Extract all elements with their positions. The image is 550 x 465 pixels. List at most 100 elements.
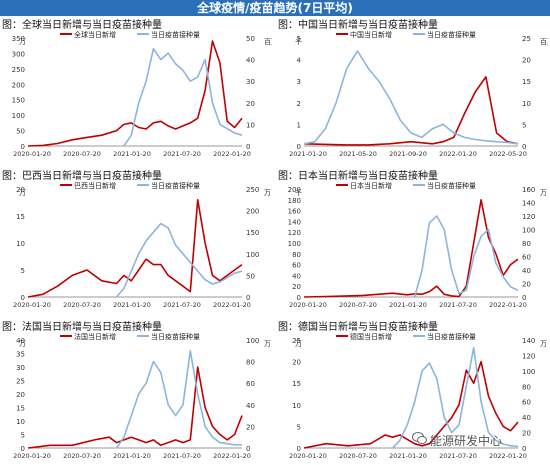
right-tick-label: 0 <box>522 445 526 453</box>
left-tick-label: 250 <box>12 66 25 74</box>
series-line-cases <box>303 199 519 298</box>
series-line-cases <box>27 366 243 449</box>
left-tick-label: 1 <box>297 121 301 129</box>
right-tick-label: 20 <box>522 281 531 289</box>
chart-plot: 0 1 2 3 4 5 0 5 10 15 20 25 千 百万 2021-01-20 2021-05-20 2… <box>289 30 548 158</box>
left-tick-label: 10 <box>292 402 301 410</box>
left-tick-label: 10 <box>16 240 25 248</box>
chart-title: 图：法国当日新增与当日疫苗接种量 <box>2 322 162 333</box>
left-tick-label: 5 <box>21 267 25 275</box>
right-tick-label: 80 <box>522 240 531 248</box>
right-tick-label: 50 <box>246 35 255 43</box>
left-tick-label: 5 <box>21 432 25 440</box>
left-tick-label: 0 <box>21 294 25 302</box>
left-tick-label: 0 <box>297 143 301 151</box>
legend-label-vaccine: 当日疫苗接种量 <box>427 181 476 190</box>
right-tick-label: 60 <box>522 399 531 407</box>
right-unit-label: 万 <box>264 340 271 348</box>
right-tick-label: 60 <box>522 254 531 262</box>
left-tick-label: 4 <box>297 57 302 65</box>
left-tick-label: 0 <box>297 294 301 302</box>
left-tick-label: 180 <box>288 197 301 205</box>
left-tick-label: 80 <box>292 251 301 259</box>
left-tick-label: 5 <box>297 423 301 431</box>
left-unit-label: 万 <box>19 340 26 348</box>
right-unit-label: 万 <box>540 189 547 197</box>
x-tick-label: 2021-01-20 <box>289 150 327 158</box>
watermark-text: 能源研发中心 <box>430 434 503 448</box>
legend-label-cases: 日本当日新增 <box>350 181 392 190</box>
left-tick-label: 35 <box>16 351 25 359</box>
legend-label-vaccine: 当日疫苗接种量 <box>427 30 476 39</box>
series-line-cases <box>303 360 519 449</box>
left-tick-label: 0 <box>21 445 25 453</box>
left-tick-label: 350 <box>12 35 25 43</box>
chart-title: 图：中国当日新增与当日疫苗接种量 <box>278 20 438 31</box>
left-unit-label: 万 <box>19 38 26 46</box>
right-tick-label: 40 <box>246 57 255 65</box>
left-tick-label: 0 <box>21 143 25 151</box>
legend-label-cases: 巴西当日新增 <box>74 181 116 190</box>
chart-title: 图：德国当日新增与当日疫苗接种量 <box>278 322 438 333</box>
right-tick-label: 5 <box>522 121 526 129</box>
right-tick-label: 100 <box>522 227 535 235</box>
series-line-cases <box>303 76 519 146</box>
x-tick-label: 2022-01-20 <box>439 150 477 158</box>
chart-plot: 0 5 10 15 20 25 0 20 40 60 80 100 120 140 万 万 2020-01-20… <box>289 332 547 460</box>
right-unit-label: 百万 <box>540 38 548 46</box>
left-tick-label: 100 <box>12 112 25 120</box>
legend-label-cases: 全球当日新增 <box>74 30 116 39</box>
series-line-vaccine <box>392 346 519 449</box>
left-tick-label: 15 <box>16 213 25 221</box>
x-tick-label: 2020-07-20 <box>339 301 377 309</box>
chart-title: 图：日本当日新增与当日疫苗接种量 <box>278 171 438 182</box>
left-tick-label: 140 <box>288 218 301 226</box>
right-tick-label: 200 <box>246 208 259 216</box>
left-tick-label: 30 <box>16 364 25 372</box>
chart-plot: 0 50 100 150 200 250 300 350 0 10 20 30 40 50 万 百万 2020-… <box>12 30 272 158</box>
right-tick-label: 80 <box>246 359 255 367</box>
x-tick-label: 2020-07-20 <box>63 452 101 460</box>
right-tick-label: 80 <box>522 383 531 391</box>
right-tick-label: 0 <box>246 445 250 453</box>
right-unit-label: 万 <box>540 340 547 348</box>
left-tick-label: 20 <box>16 391 25 399</box>
left-tick-label: 20 <box>292 359 301 367</box>
x-tick-label: 2022-05-20 <box>489 150 527 158</box>
series-line-vaccine <box>115 222 243 298</box>
right-tick-label: 160 <box>522 186 535 194</box>
x-tick-label: 2021-07-20 <box>163 150 201 158</box>
x-tick-label: 2021-05-20 <box>339 150 377 158</box>
x-tick-label: 2020-01-20 <box>289 301 327 309</box>
left-tick-label: 20 <box>292 283 301 291</box>
x-tick-label: 2020-01-20 <box>13 452 51 460</box>
legend-label-vaccine: 当日疫苗接种量 <box>151 30 200 39</box>
right-tick-label: 20 <box>522 57 531 65</box>
right-tick-label: 20 <box>246 423 255 431</box>
x-tick-label: 2021-09-20 <box>389 150 427 158</box>
left-tick-label: 150 <box>12 97 25 105</box>
banner-title: 全球疫情/疫苗趋势(7日平均) <box>0 0 550 16</box>
left-tick-label: 20 <box>16 186 25 194</box>
panel-france: 图：法国当日新增与当日疫苗接种量 0 5 10 15 20 25 30 35 40 0 20 40 60… <box>2 318 272 464</box>
legend-label-vaccine: 当日疫苗接种量 <box>151 181 200 190</box>
right-tick-label: 40 <box>522 414 531 422</box>
x-tick-label: 2021-07-20 <box>163 301 201 309</box>
left-tick-label: 200 <box>12 81 25 89</box>
left-tick-label: 160 <box>288 208 301 216</box>
right-tick-label: 0 <box>522 294 526 302</box>
left-tick-label: 100 <box>288 240 301 248</box>
panel-japan: 图：日本当日新增与当日疫苗接种量 0 20 40 60 80 100 120 140 160 18… <box>278 167 548 313</box>
left-tick-label: 15 <box>292 380 301 388</box>
panel-germany: 图：德国当日新增与当日疫苗接种量 0 5 10 15 20 25 0 20 40 60 80 100 1… <box>278 318 548 464</box>
left-tick-label: 200 <box>288 186 301 194</box>
left-tick-label: 25 <box>16 378 25 386</box>
right-tick-label: 60 <box>246 380 255 388</box>
chart-title: 图：巴西当日新增与当日疫苗接种量 <box>2 171 162 182</box>
right-tick-label: 20 <box>522 430 531 438</box>
left-tick-label: 40 <box>292 272 301 280</box>
right-tick-label: 20 <box>246 100 255 108</box>
left-tick-label: 60 <box>292 262 301 270</box>
x-tick-label: 2020-07-20 <box>339 452 377 460</box>
right-tick-label: 100 <box>246 251 259 259</box>
